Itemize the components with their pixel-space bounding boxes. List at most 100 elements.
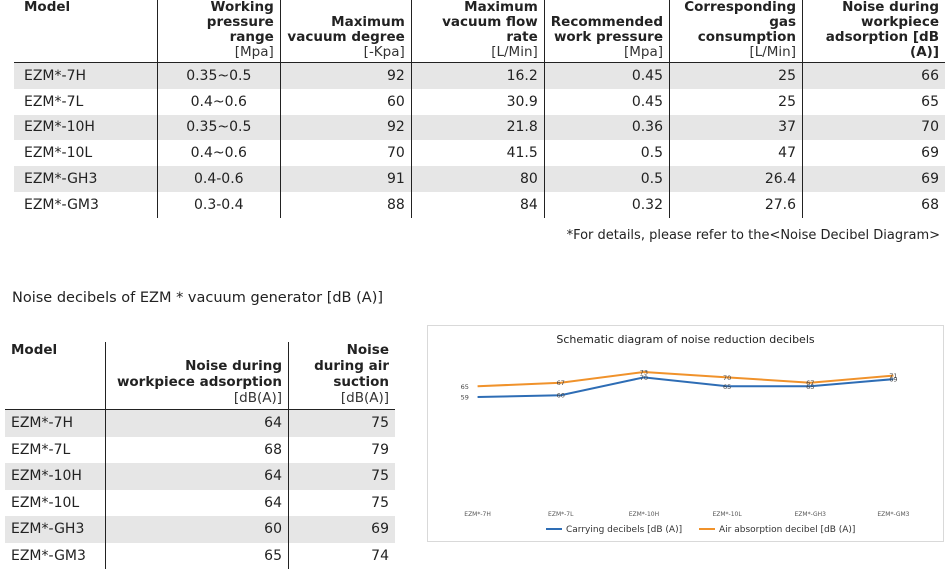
value-cell: 0.5 [544,140,669,166]
value-cell: 26.4 [670,166,803,192]
model-cell: EZM*-10H [14,115,157,141]
chart-title: Schematic diagram of noise reduction dec… [556,333,815,346]
model-cell: EZM*-7H [14,63,157,89]
model-cell: EZM*-GM3 [5,543,106,569]
data-label: 65 [723,383,731,391]
value-cell: 0.35~0.5 [157,115,280,141]
data-label: 70 [723,374,731,382]
model-cell: EZM*-7H [5,410,106,437]
noise-chart: Schematic diagram of noise reduction dec… [427,325,944,542]
model-cell: EZM*-7L [14,89,157,115]
value-cell: 84 [411,192,544,218]
value-cell: 69 [803,166,945,192]
value-cell: 74 [289,543,396,569]
model-cell: EZM*-GM3 [14,192,157,218]
x-tick-label: EZM*-10L [712,511,742,518]
value-cell: 64 [106,490,289,517]
spec-header-gas-consumption: Corresponding gas consumption[L/Min] [670,0,803,63]
value-cell: 92 [280,115,411,141]
value-cell: 60 [106,516,289,543]
value-cell: 21.8 [411,115,544,141]
spec-header-row: Model Working pressure range[Mpa] Maximu… [14,0,945,63]
value-cell: 69 [803,140,945,166]
value-cell: 92 [280,63,411,89]
x-tick-label: EZM*-7L [548,511,574,518]
value-cell: 27.6 [670,192,803,218]
value-cell: 0.35~0.5 [157,63,280,89]
value-cell: 64 [106,463,289,490]
value-cell: 68 [803,192,945,218]
x-tick-label: EZM*-GM3 [877,511,909,518]
x-tick-label: EZM*-7H [464,511,491,518]
value-cell: 0.32 [544,192,669,218]
value-cell: 66 [803,63,945,89]
model-cell: EZM*-7L [5,437,106,464]
model-cell: EZM*-GH3 [5,516,106,543]
value-cell: 37 [670,115,803,141]
value-cell: 0.36 [544,115,669,141]
data-label: 71 [889,372,897,380]
value-cell: 88 [280,192,411,218]
spec-header-work-pressure: Recommended work pressure[Mpa] [544,0,669,63]
value-cell: 16.2 [411,63,544,89]
data-label: 60 [557,392,565,400]
value-cell: 25 [670,89,803,115]
value-cell: 0.4~0.6 [157,89,280,115]
noise-header-model: Model [5,342,106,410]
value-cell: 69 [289,516,396,543]
value-cell: 0.4~0.6 [157,140,280,166]
value-cell: 60 [280,89,411,115]
value-cell: 80 [411,166,544,192]
noise-chart-svg: Schematic diagram of noise reduction dec… [428,326,943,541]
value-cell: 0.3-0.4 [157,192,280,218]
model-cell: EZM*-GH3 [14,166,157,192]
noise-header-row: Model Noise during workpiece adsorption[… [5,342,395,410]
spec-header-vacuum-degree: Maximum vacuum degree[-Kpa] [280,0,411,63]
data-label: 67 [806,379,814,387]
value-cell: 0.45 [544,89,669,115]
model-cell: EZM*-10L [5,490,106,517]
data-label: 73 [640,369,648,377]
value-cell: 47 [670,140,803,166]
value-cell: 0.45 [544,63,669,89]
noise-table: Model Noise during workpiece adsorption[… [5,342,395,569]
value-cell: 25 [670,63,803,89]
value-cell: 75 [289,463,396,490]
data-label: 67 [557,379,565,387]
model-cell: EZM*-10L [14,140,157,166]
value-cell: 0.5 [544,166,669,192]
value-cell: 30.9 [411,89,544,115]
value-cell: 64 [106,410,289,437]
value-cell: 75 [289,410,396,437]
value-cell: 91 [280,166,411,192]
x-tick-label: EZM*-GH3 [795,511,827,518]
section-title: Noise decibels of EZM * vacuum generator… [12,290,383,306]
diagram-note: *For details, please refer to the<Noise … [567,228,940,243]
spec-header-vacuum-flow: Maximum vacuum flow rate[L/Min] [411,0,544,63]
x-tick-label: EZM*-10H [629,511,659,518]
noise-header-adsorption: Noise during workpiece adsorption[dB(A)] [106,342,289,410]
legend-label: Carrying decibels [dB (A)] [566,525,682,535]
spec-header-model: Model [14,0,157,63]
spec-table: Model Working pressure range[Mpa] Maximu… [14,0,945,218]
data-label: 59 [461,394,469,402]
noise-header-suction: Noise during air suction[dB(A)] [289,342,396,410]
value-cell: 68 [106,437,289,464]
data-label: 65 [461,383,469,391]
value-cell: 0.4-0.6 [157,166,280,192]
value-cell: 41.5 [411,140,544,166]
value-cell: 65 [803,89,945,115]
value-cell: 65 [106,543,289,569]
spec-header-working-pressure: Working pressure range[Mpa] [157,0,280,63]
